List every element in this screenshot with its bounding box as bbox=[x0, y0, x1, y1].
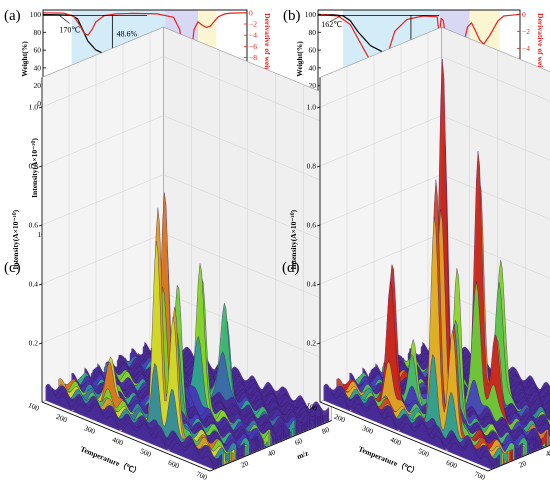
temp-tick-label: 500 bbox=[139, 446, 153, 459]
z-tick-label: 0.8 bbox=[307, 162, 317, 171]
z-tick bbox=[38, 165, 43, 168]
panel-c: 0.20.40.60.81.01002003004005006007002040… bbox=[4, 26, 333, 482]
onset-pointer bbox=[329, 15, 342, 22]
grid-line bbox=[41, 56, 164, 108]
temp-tick-label: 700 bbox=[195, 469, 209, 482]
temp-tick-label: 100 bbox=[305, 400, 319, 413]
mass-loss-annotation: 48.6% bbox=[116, 30, 137, 39]
temp-tick-label: 300 bbox=[361, 423, 375, 436]
z-tick bbox=[38, 342, 43, 345]
grid-line bbox=[319, 174, 442, 226]
temp-tick-label: 400 bbox=[389, 435, 403, 448]
z-tick bbox=[316, 342, 321, 345]
z-tick bbox=[316, 106, 321, 109]
mz-tick-label: 80 bbox=[320, 425, 331, 436]
y2-tick-label: 0 bbox=[522, 10, 526, 19]
z-tick bbox=[38, 106, 43, 109]
mz-axis bbox=[209, 420, 332, 472]
z-tick bbox=[316, 165, 321, 168]
temp-axis bbox=[41, 401, 211, 472]
temp-tick-label: 100 bbox=[27, 400, 41, 413]
y2-tick-label: −2 bbox=[522, 27, 530, 36]
derivative-axis-label: Derivative of weight(%/min) bbox=[263, 13, 272, 105]
grid-line bbox=[319, 233, 442, 285]
z-tick-label: 0.2 bbox=[307, 339, 317, 348]
z-tick bbox=[316, 283, 321, 286]
z-tick bbox=[316, 224, 321, 227]
y-tick-label: 20 bbox=[34, 81, 42, 90]
z-tick-label: 0.4 bbox=[307, 280, 317, 289]
temp-tick-label: 300 bbox=[83, 423, 97, 436]
z-axis-label: Intensity(A×10⁻¹⁰) bbox=[289, 209, 298, 269]
mz-tick-label: 40 bbox=[266, 447, 277, 458]
y-tick-label: 80 bbox=[34, 28, 42, 37]
y2-tick-label: −8 bbox=[249, 53, 257, 62]
surface-ridge bbox=[60, 316, 229, 464]
panel-d: 0.2 0.4 0.6 0.8 1.0 100 200 300 400 500 600 700 20 40… bbox=[282, 26, 550, 482]
y2-tick-label: 0 bbox=[249, 8, 253, 17]
z-axis-label: Intensity(A×10⁻¹⁰) bbox=[11, 209, 20, 269]
y2-tick-label: −4 bbox=[249, 31, 257, 40]
mz-tick-label: 20 bbox=[239, 458, 250, 469]
z-tick-label: 0.6 bbox=[307, 221, 317, 230]
y-tick-label: 60 bbox=[309, 46, 317, 55]
surface-ridge bbox=[323, 384, 492, 470]
mz-axis-label: m/z bbox=[295, 448, 310, 461]
z-tick-label: 0.4 bbox=[29, 280, 39, 289]
grid-line bbox=[319, 292, 442, 344]
temp-tick-label: 700 bbox=[473, 469, 487, 482]
temp-tick-label: 400 bbox=[111, 435, 125, 448]
temp-tick-label: 200 bbox=[55, 412, 69, 425]
panel-label: (d) bbox=[282, 260, 300, 276]
y-tick-label: 20 bbox=[309, 81, 317, 90]
intensity-axis-label: Intensity(A×10⁻¹⁰) bbox=[30, 138, 39, 198]
y-tick-label: 0 bbox=[37, 99, 41, 108]
y-tick-label: 100 bbox=[305, 10, 317, 19]
mz-tick-label: 20 bbox=[517, 458, 528, 469]
mz-tick-label: 40 bbox=[544, 447, 550, 458]
y-tick-label: 100 bbox=[30, 10, 42, 19]
surface-ridge bbox=[338, 299, 507, 464]
y-tick-label: 40 bbox=[309, 63, 317, 72]
grid-line bbox=[41, 115, 164, 167]
derivative-axis-label: Derivative of weight(%/min) bbox=[536, 13, 545, 105]
weight-axis-label: Weight(%) bbox=[295, 41, 304, 77]
temp-axis-label: Temperature（℃） bbox=[79, 443, 142, 476]
panel-label: (c) bbox=[4, 260, 21, 276]
z-tick bbox=[38, 224, 43, 227]
z-tick-label: 0.8 bbox=[29, 162, 39, 171]
temp-tick-label: 600 bbox=[445, 458, 459, 471]
z-tick-label: 1.0 bbox=[29, 103, 39, 112]
grid-line bbox=[41, 292, 164, 344]
grid-line bbox=[41, 233, 164, 285]
surface-ridge bbox=[45, 384, 214, 470]
temp-tick-label: 200 bbox=[333, 412, 347, 425]
y-tick-label: 60 bbox=[34, 46, 42, 55]
onset-annotation: 170℃ bbox=[59, 25, 80, 34]
z-tick bbox=[38, 283, 43, 286]
temp-axis bbox=[319, 401, 489, 472]
panel-label: (b) bbox=[283, 8, 301, 24]
temp-tick-label: 600 bbox=[167, 458, 181, 471]
y-tick-label: 40 bbox=[34, 63, 42, 72]
z-tick-label: 1.0 bbox=[307, 103, 317, 112]
temp-tick-label: 500 bbox=[417, 446, 431, 459]
mz-axis bbox=[487, 444, 550, 472]
onset-pointer bbox=[59, 15, 70, 24]
temp-axis-label: Temperature（℃） bbox=[357, 443, 420, 476]
grid-line bbox=[41, 174, 164, 226]
onset-annotation: 162℃ bbox=[321, 20, 342, 29]
grid-line bbox=[319, 115, 442, 167]
weight-axis-label: Weight(%) bbox=[20, 41, 29, 77]
y2-tick-label: −2 bbox=[249, 20, 257, 29]
z-tick-label: 0.6 bbox=[29, 221, 39, 230]
y2-tick-label: −4 bbox=[522, 44, 530, 53]
mz-tick-label: 60 bbox=[293, 436, 304, 447]
y-tick-label: 80 bbox=[309, 28, 317, 37]
grid-line bbox=[319, 56, 442, 108]
y2-tick-label: −6 bbox=[249, 42, 257, 51]
panel-label: (a) bbox=[4, 8, 21, 24]
z-tick-label: 0.2 bbox=[29, 339, 39, 348]
